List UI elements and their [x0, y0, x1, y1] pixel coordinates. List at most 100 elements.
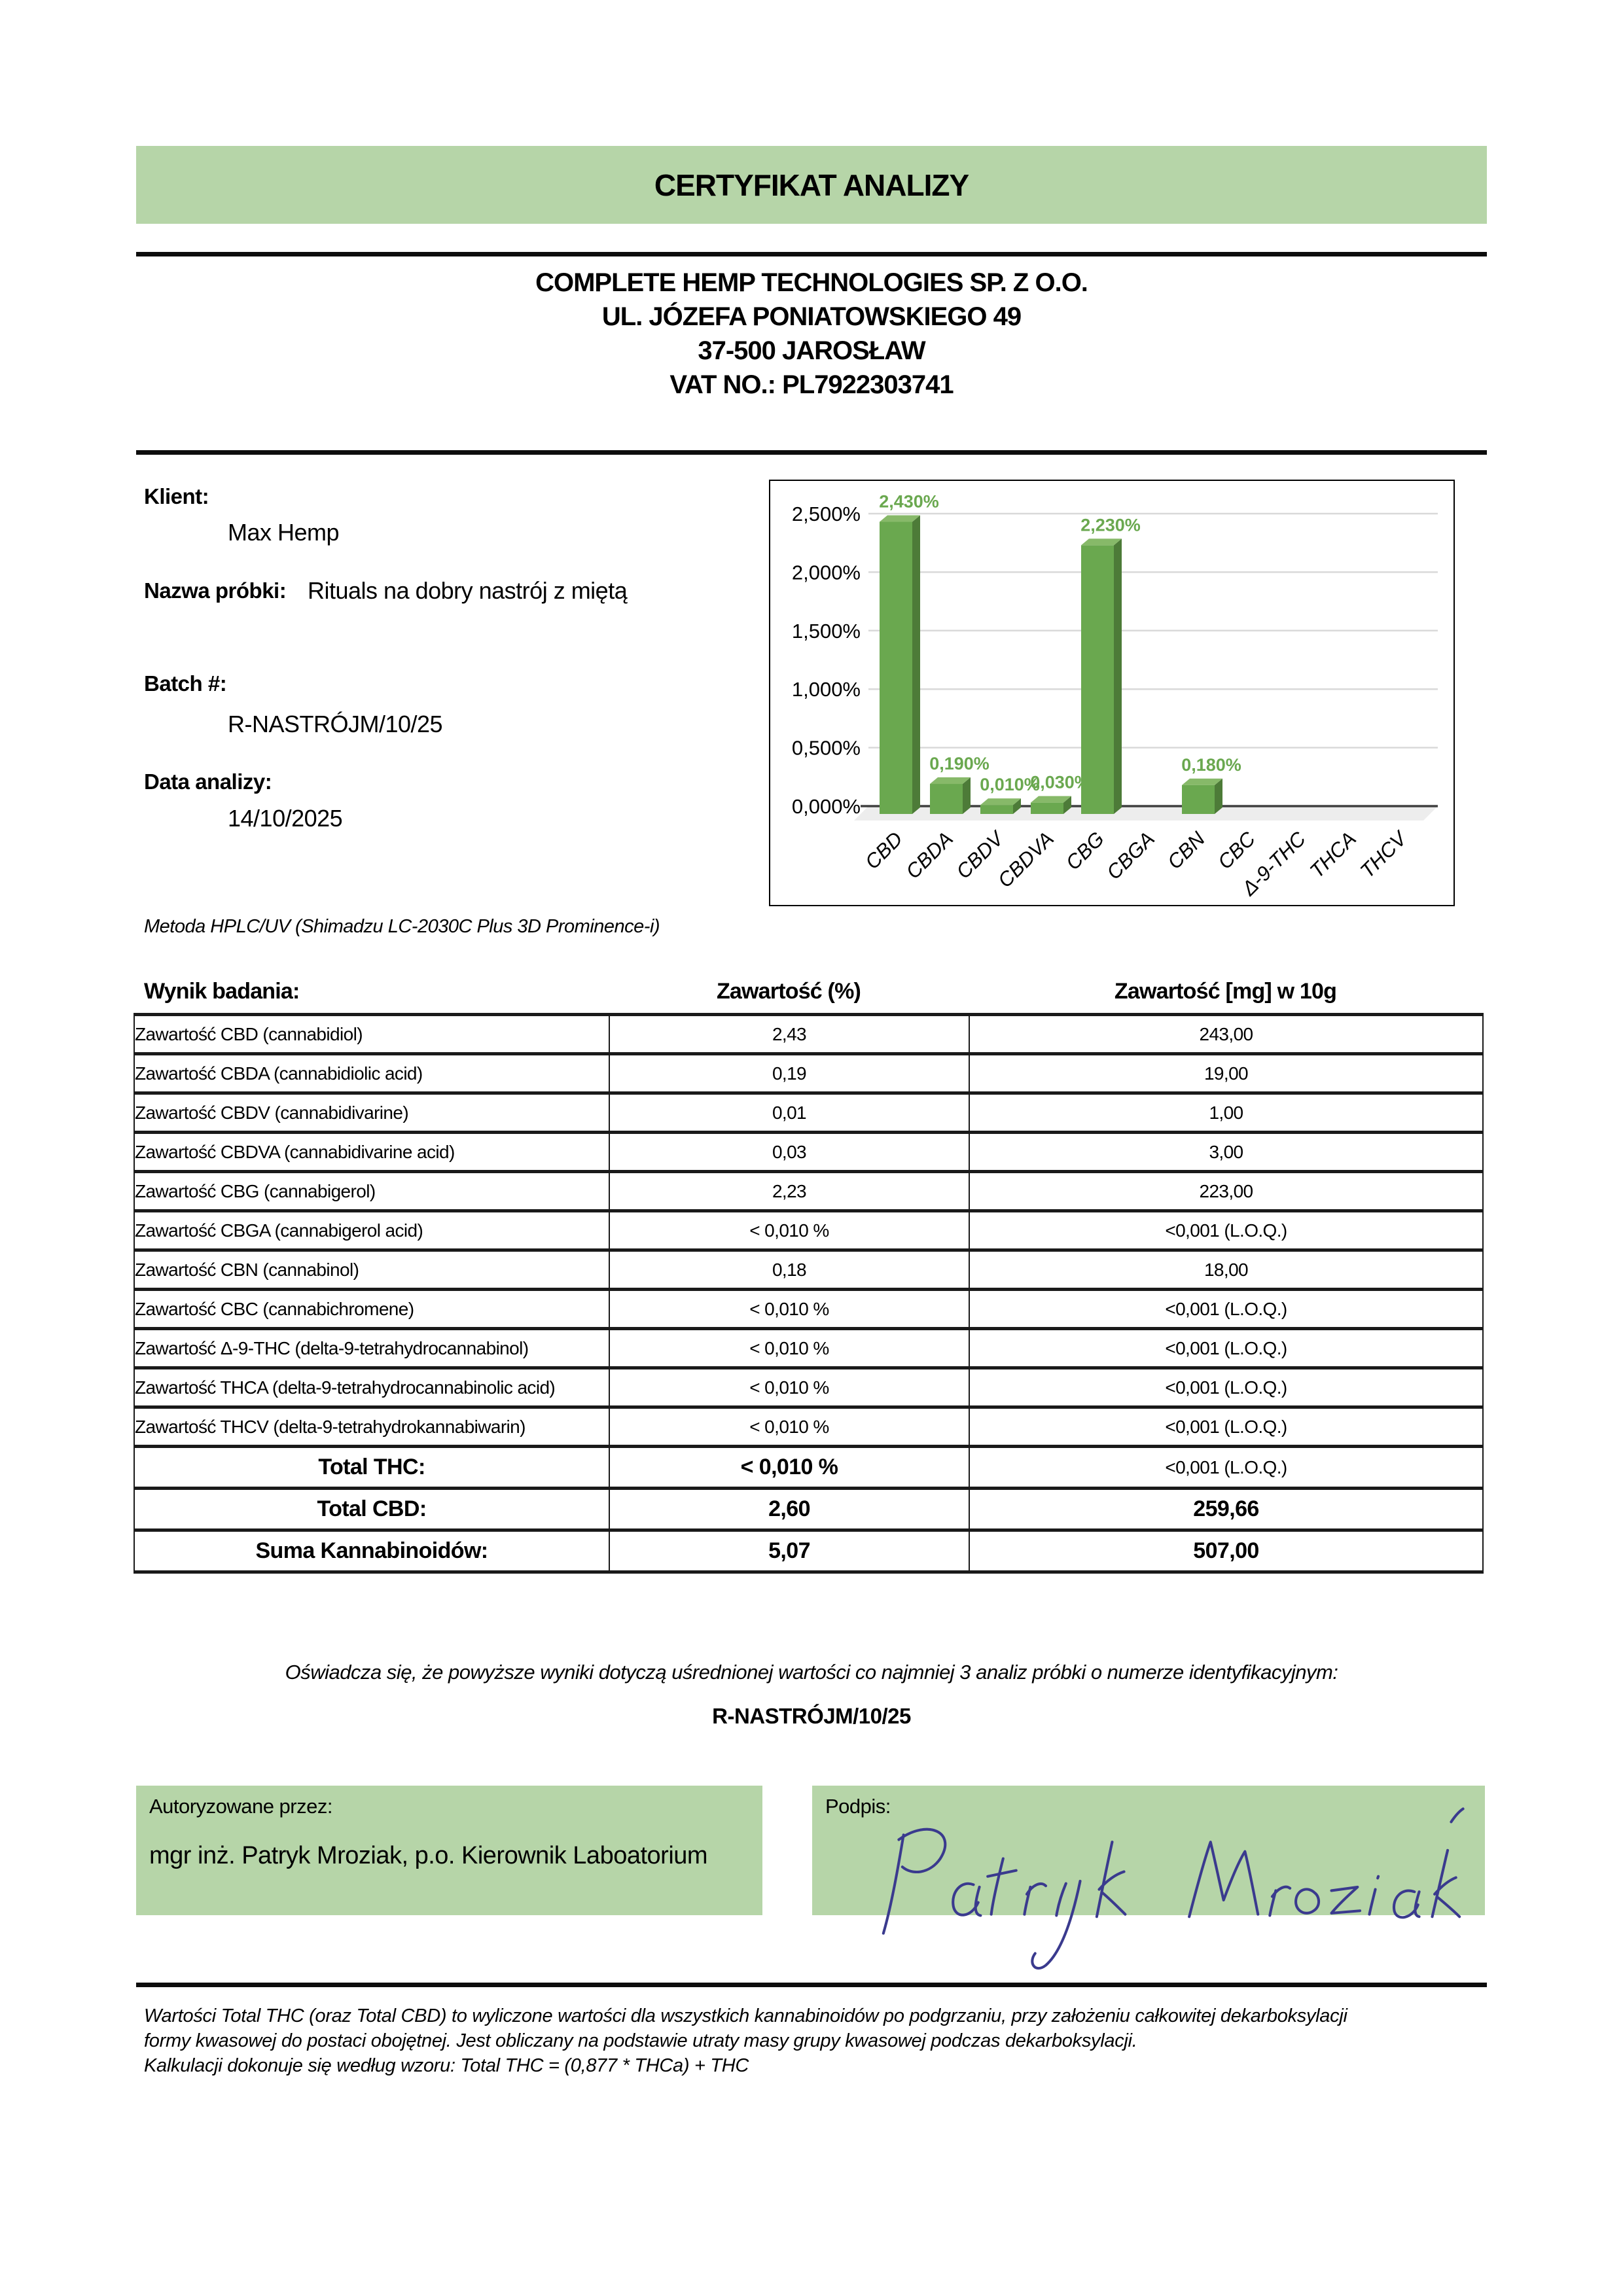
batch-value: R-NASTRÓJM/10/25 [228, 711, 443, 737]
company-block: COMPLETE HEMP TECHNOLOGIES SP. Z O.O. UL… [136, 266, 1487, 402]
x-category-label: CBG [1061, 827, 1109, 874]
bar-top [1182, 778, 1222, 785]
statement-text: Oświadcza się, że powyższe wyniki dotycz… [285, 1661, 1338, 1684]
cannabinoid-bar-chart: 2,500% 2,000% 1,500% 1,000% 0,500% 0,000% 2,43… [769, 480, 1455, 906]
company-name: COMPLETE HEMP TECHNOLOGIES SP. Z O.O. [535, 268, 1088, 297]
analyte-mg: <0,001 (L.O.Q.) [969, 1405, 1484, 1448]
bar [980, 805, 1013, 814]
x-category-label: CBDVA [993, 827, 1058, 892]
x-category-label: THCA [1306, 827, 1361, 882]
y-tick-label: 2,000% [792, 561, 861, 584]
analyte-name: Zawartość CBDV (cannabidivarine) [134, 1091, 610, 1134]
company-city: 37-500 JAROSŁAW [698, 336, 925, 365]
authorization-box: Autoryzowane przez: mgr inż. Patryk Mroz… [136, 1786, 762, 1915]
bar-top [980, 798, 1021, 805]
analyte-mg: 18,00 [969, 1248, 1484, 1291]
handwritten-signature [882, 1807, 1465, 1970]
total-mg: 259,66 [969, 1487, 1484, 1532]
analysis-date-label: Data analizy: [144, 769, 272, 794]
company-street: UL. JÓZEFA PONIATOWSKIEGO 49 [601, 302, 1022, 331]
chart-canvas: 2,500% 2,000% 1,500% 1,000% 0,500% 0,000% 2,43… [792, 492, 1438, 900]
bar [930, 784, 963, 814]
analyte-percent: 2,23 [609, 1170, 970, 1212]
statement-batch: R-NASTRÓJM/10/25 [712, 1704, 911, 1728]
analyte-mg: 223,00 [969, 1170, 1484, 1212]
analyte-percent: < 0,010 % [609, 1327, 970, 1369]
bar-side [1013, 798, 1021, 814]
analyte-name: Zawartość CBG (cannabigerol) [134, 1170, 610, 1212]
analyte-name: Zawartość THCA (delta-9-tetrahydrocannab… [134, 1366, 610, 1409]
mg-column-header: Zawartość [mg] w 10g [1114, 979, 1337, 1004]
sample-label: Nazwa próbki: [144, 578, 287, 603]
analyte-percent: < 0,010 % [609, 1288, 970, 1330]
method-note: Metoda HPLC/UV (Shimadzu LC-2030C Plus 3… [144, 916, 660, 937]
analyte-percent: 0,01 [609, 1091, 970, 1134]
x-category-label: CBGA [1102, 827, 1159, 884]
authorized-by-person: mgr inż. Patryk Mroziak, p.o. Kierownik … [149, 1842, 708, 1869]
results-table: Zawartość CBD (cannabidiol) 2,43 243,00 Zaw… [134, 1013, 1484, 1574]
total-percent: 5,07 [609, 1528, 970, 1574]
total-row: Total THC: < 0,010 % <0,001 (L.O.Q.) [134, 1445, 1484, 1490]
title-banner: CERTYFIKAT ANALIZY [136, 146, 1487, 224]
footnote-block: Wartości Total THC (oraz Total CBD) to w… [144, 2004, 1492, 2078]
y-tick-label: 0,000% [792, 795, 861, 818]
client-label: Klient: [144, 484, 209, 508]
signature-label: Podpis: [825, 1795, 891, 1818]
table-row: Zawartość CBC (cannabichromene) < 0,010 %… [134, 1288, 1484, 1330]
total-label: Suma Kannabinoidów: [134, 1528, 610, 1574]
footnote-line: Wartości Total THC (oraz Total CBD) to w… [144, 2005, 1347, 2026]
total-percent: 2,60 [609, 1487, 970, 1532]
bar-side [1215, 778, 1222, 814]
table-row: Zawartość THCA (delta-9-tetrahydrocannab… [134, 1366, 1484, 1409]
total-mg: 507,00 [969, 1528, 1484, 1574]
table-row: Zawartość CBDVA (cannabidivarine acid) 0,… [134, 1131, 1484, 1173]
x-category-label: CBC [1213, 827, 1260, 874]
table-row: Zawartość CBGA (cannabigerol acid) < 0,01… [134, 1209, 1484, 1252]
table-row: Zawartość CBN (cannabinol) 0,18 18,00 [134, 1248, 1484, 1291]
analyte-name: Zawartość CBGA (cannabigerol acid) [134, 1209, 610, 1252]
bar-value-label: 0,030% [1030, 773, 1090, 792]
analyte-mg: <0,001 (L.O.Q.) [969, 1209, 1484, 1252]
total-row: Total CBD: 2,60 259,66 [134, 1487, 1484, 1532]
table-row: Zawartość CBG (cannabigerol) 2,23 223,00 [134, 1170, 1484, 1212]
analyte-mg: 243,00 [969, 1013, 1484, 1055]
y-tick-label: 2,500% [792, 503, 861, 525]
analyte-name: Zawartość Δ-9-THC (delta-9-tetrahydrocan… [134, 1327, 610, 1369]
table-row: Zawartość CBDA (cannabidiolic acid) 0,19 1… [134, 1052, 1484, 1095]
table-row: Zawartość THCV (delta-9-tetrahydrokannab… [134, 1405, 1484, 1448]
analyte-name: Zawartość CBD (cannabidiol) [134, 1013, 610, 1055]
table-row: Zawartość Δ-9-THC (delta-9-tetrahydrocan… [134, 1327, 1484, 1369]
authorized-by-label: Autoryzowane przez: [149, 1795, 332, 1818]
total-label: Total THC: [134, 1445, 610, 1490]
bar-top [1031, 796, 1071, 803]
x-category-label: THCV [1356, 826, 1413, 883]
y-tick-label: 0,500% [792, 737, 861, 760]
bar [880, 521, 912, 814]
total-label: Total CBD: [134, 1487, 610, 1532]
sample-value: Rituals na dobry nastrój z miętą [308, 577, 628, 604]
table-row: Zawartość CBDV (cannabidivarine) 0,01 1,00 [134, 1091, 1484, 1134]
analyte-percent: 0,18 [609, 1248, 970, 1291]
analyte-name: Zawartość CBDVA (cannabidivarine acid) [134, 1131, 610, 1173]
analyte-mg: 3,00 [969, 1131, 1484, 1173]
x-category-label: CBDA [901, 827, 957, 883]
batch-label: Batch #: [144, 671, 227, 696]
divider-footer [136, 1983, 1487, 1987]
footnote-line: Kalkulacji dokonuje się według wzoru: To… [144, 2055, 749, 2076]
bar-value-label: 0,190% [929, 754, 990, 773]
y-tick-label: 1,500% [792, 620, 861, 643]
analyte-name: Zawartość CBDA (cannabidiolic acid) [134, 1052, 610, 1095]
analyte-percent: 0,19 [609, 1052, 970, 1095]
bar-side [1063, 796, 1071, 814]
analysis-date-value: 14/10/2025 [228, 805, 343, 832]
divider-top [136, 252, 1487, 256]
analyte-mg: <0,001 (L.O.Q.) [969, 1366, 1484, 1409]
y-tick-label: 1,000% [792, 678, 861, 701]
bar-value-label: 0,010% [980, 775, 1040, 794]
analyte-mg: 1,00 [969, 1091, 1484, 1134]
analyte-name: Zawartość THCV (delta-9-tetrahydrokannab… [134, 1405, 610, 1448]
bar-side [963, 777, 971, 814]
signature-box: Podpis: [812, 1786, 1485, 1915]
bar-top [930, 777, 971, 785]
